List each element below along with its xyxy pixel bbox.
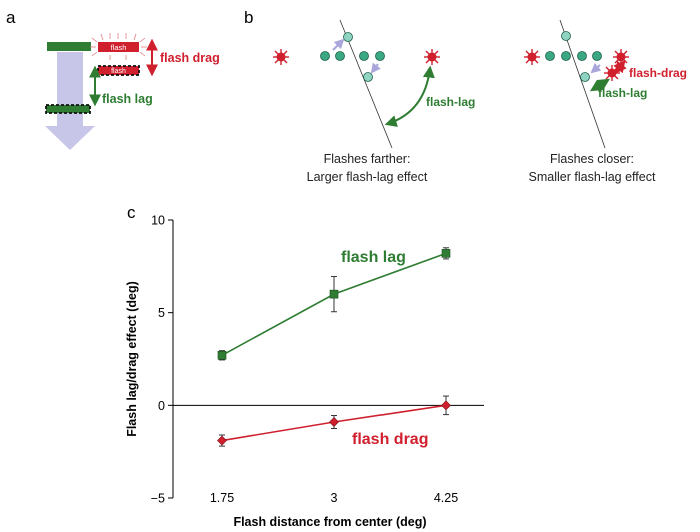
caption-right-line2: Smaller flash-lag effect — [529, 170, 656, 184]
flash-lag-arrow-right — [589, 78, 611, 92]
data-point-diamond — [441, 400, 451, 411]
panel-b: b — [244, 8, 687, 184]
flash-lag-label: flash lag — [102, 92, 153, 106]
flash-star-right — [424, 49, 440, 65]
series-label: flash drag — [352, 431, 428, 448]
panel-c-letter: c — [127, 203, 136, 222]
perceived-flash-text: flash — [111, 68, 126, 75]
flash-glow-rays — [90, 33, 147, 60]
y-tick-label: −5 — [151, 492, 165, 506]
moving-dots — [320, 51, 385, 61]
data-point-square — [217, 350, 227, 360]
y-axis-title: Flash lag/drag effect (deg) — [125, 281, 139, 437]
panel-a: a flash flash flash drag flash lag — [6, 8, 220, 150]
flash-bar-text: flash — [111, 43, 127, 52]
lavender-arrow-up — [332, 38, 345, 51]
x-tick-label: 4.25 — [434, 491, 458, 505]
data-point-diamond — [329, 417, 339, 427]
series-label: flash lag — [341, 249, 406, 266]
data-point-square — [329, 289, 339, 299]
y-tick-label: 0 — [158, 399, 165, 413]
caption-right-line1: Flashes closer: — [550, 152, 634, 166]
lavender-arrow-down — [370, 62, 381, 74]
flash-drag-label: flash drag — [160, 51, 220, 65]
series-flash-drag: flash drag — [217, 395, 451, 448]
flash-lag-label-b-right: flash-lag — [598, 86, 647, 100]
panel-a-letter: a — [6, 8, 16, 27]
flash-bar — [98, 42, 139, 52]
flash-lag-curve — [384, 65, 435, 127]
motion-path-line-right — [559, 19, 606, 149]
perceived-dots — [343, 32, 373, 82]
motion-arrow — [45, 52, 95, 150]
data-point-diamond — [217, 435, 227, 446]
y-tick-label: 10 — [151, 214, 165, 228]
caption-left-line2: Larger flash-lag effect — [307, 170, 428, 184]
flash-drag-arrow-right — [613, 60, 627, 74]
perceived-object-bar — [45, 104, 91, 114]
x-tick-label: 3 — [331, 491, 338, 505]
panel-b-letter: b — [244, 8, 253, 27]
perceived-dots-right — [561, 31, 590, 82]
flash-star-left — [273, 49, 289, 65]
y-tick-label: 5 — [158, 306, 165, 320]
x-axis-title: Flash distance from center (deg) — [233, 515, 426, 529]
series-flash-lag: flash lag — [217, 247, 451, 361]
caption-left-line1: Flashes farther: — [324, 152, 411, 166]
panel-b-right: flash-drag flash-lag Flashes closer: Sma… — [524, 19, 687, 184]
lavender-arrow-right-a — [590, 62, 602, 74]
perceived-flash-star — [604, 65, 620, 81]
panel-c: c −5 0 5 10 1.75 3 4.25 Flash distance from cen… — [125, 203, 484, 529]
flash-star-far-left — [524, 49, 540, 65]
chart: −5 0 5 10 1.75 3 4.25 Flash distance from cente… — [125, 214, 484, 529]
panel-b-left: flash-lag Flashes farther: Larger flash-… — [273, 19, 475, 184]
data-point-square — [441, 249, 451, 258]
flash-drag-label-b: flash-drag — [629, 66, 687, 80]
moving-dots-right — [545, 51, 602, 61]
flash-star-near-right — [613, 49, 629, 65]
green-bar — [47, 42, 91, 51]
flash-lag-label-b-left: flash-lag — [426, 95, 475, 109]
x-tick-label: 1.75 — [210, 491, 234, 505]
